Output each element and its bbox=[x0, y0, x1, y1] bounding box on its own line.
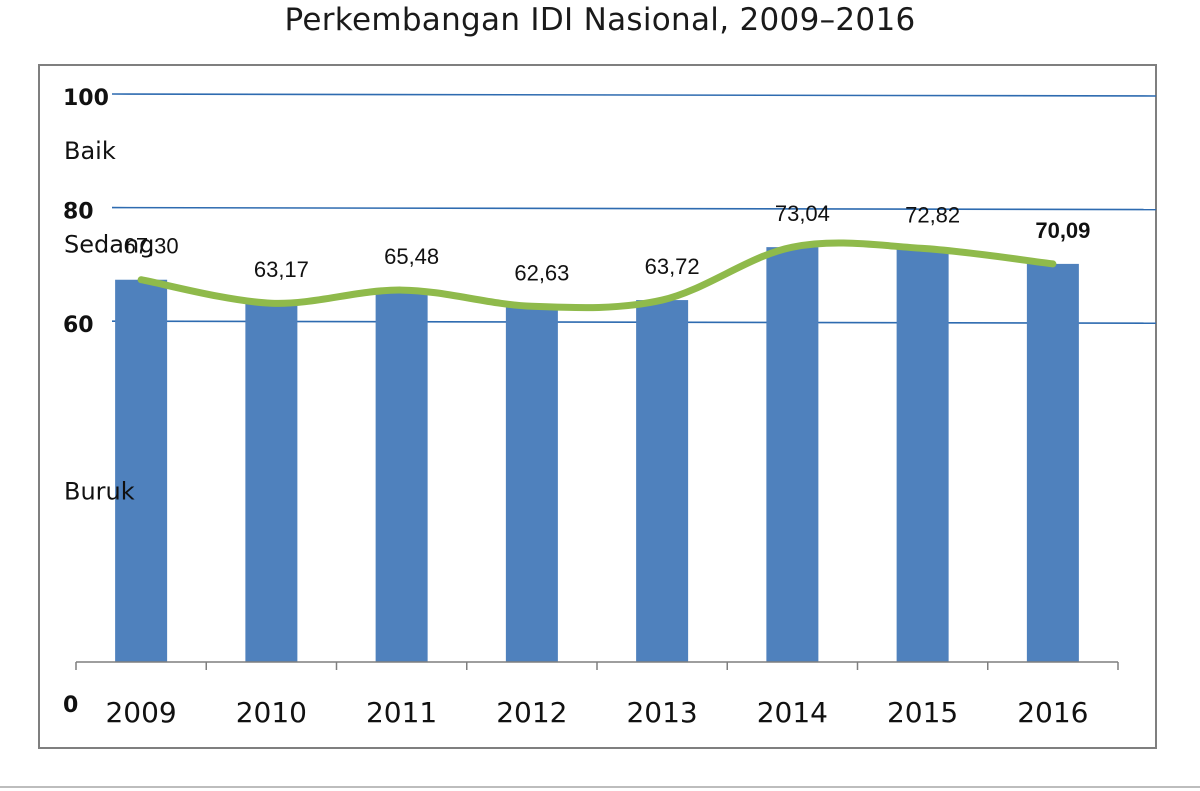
data-labels: 67,30 63,17 65,48 62,63 63,72 73,04 72,82 70,09 bbox=[124, 201, 1091, 285]
data-label-2014: 73,04 bbox=[775, 201, 830, 226]
bar-2013 bbox=[636, 300, 689, 662]
x-ticks: 2009 2010 2011 2012 2013 2014 2015 2016 bbox=[105, 696, 1088, 729]
bars bbox=[115, 247, 1079, 663]
trend-line bbox=[137, 239, 1057, 312]
data-label-2009: 67,30 bbox=[124, 234, 179, 259]
data-label-2012: 62,63 bbox=[514, 260, 569, 285]
x-tick-label-2015: 2015 bbox=[887, 696, 958, 729]
chart-title: Perkembangan IDI Nasional, 2009–2016 bbox=[284, 2, 916, 38]
y-tick-label-60: 60 bbox=[63, 313, 94, 338]
band-label-sedang: Sedang bbox=[64, 231, 154, 259]
y-tick-label-0: 0 bbox=[63, 693, 78, 718]
x-tick-label-2012: 2012 bbox=[496, 696, 567, 729]
x-tick-label-2014: 2014 bbox=[757, 696, 828, 729]
data-label-2015: 72,82 bbox=[905, 202, 960, 227]
bar-2016 bbox=[1026, 263, 1079, 662]
data-label-2010: 63,17 bbox=[254, 257, 309, 282]
reference-lines bbox=[111, 93, 1157, 325]
x-tick-label-2013: 2013 bbox=[626, 696, 697, 729]
reference-line-80 bbox=[111, 206, 1157, 211]
y-tick-label-100: 100 bbox=[63, 86, 109, 111]
x-tick-label-2010: 2010 bbox=[236, 696, 307, 729]
x-tick-label-2011: 2011 bbox=[366, 696, 437, 729]
y-tick-label-80: 80 bbox=[63, 200, 94, 225]
bar-2010 bbox=[245, 303, 298, 662]
x-tick-label-2016: 2016 bbox=[1017, 696, 1088, 729]
data-label-2013: 63,72 bbox=[645, 254, 700, 279]
bar-2014 bbox=[766, 247, 819, 662]
band-label-buruk: Buruk bbox=[64, 478, 135, 506]
bar-2011 bbox=[375, 290, 428, 662]
bar-2015 bbox=[896, 248, 949, 663]
data-label-2011: 65,48 bbox=[384, 244, 439, 269]
bar-2009 bbox=[115, 279, 168, 662]
x-tick-label-2009: 2009 bbox=[105, 696, 176, 729]
band-label-baik: Baik bbox=[64, 137, 116, 165]
data-label-2016: 70,09 bbox=[1035, 218, 1090, 243]
bar-2012 bbox=[505, 306, 558, 662]
x-axis bbox=[75, 661, 1119, 670]
page-divider bbox=[0, 786, 1200, 788]
band-labels: Baik Sedang Buruk bbox=[64, 137, 154, 506]
y-ticks: 0 60 80 100 bbox=[63, 86, 109, 718]
chart-frame bbox=[38, 64, 1157, 749]
reference-line-100 bbox=[111, 93, 1157, 97]
